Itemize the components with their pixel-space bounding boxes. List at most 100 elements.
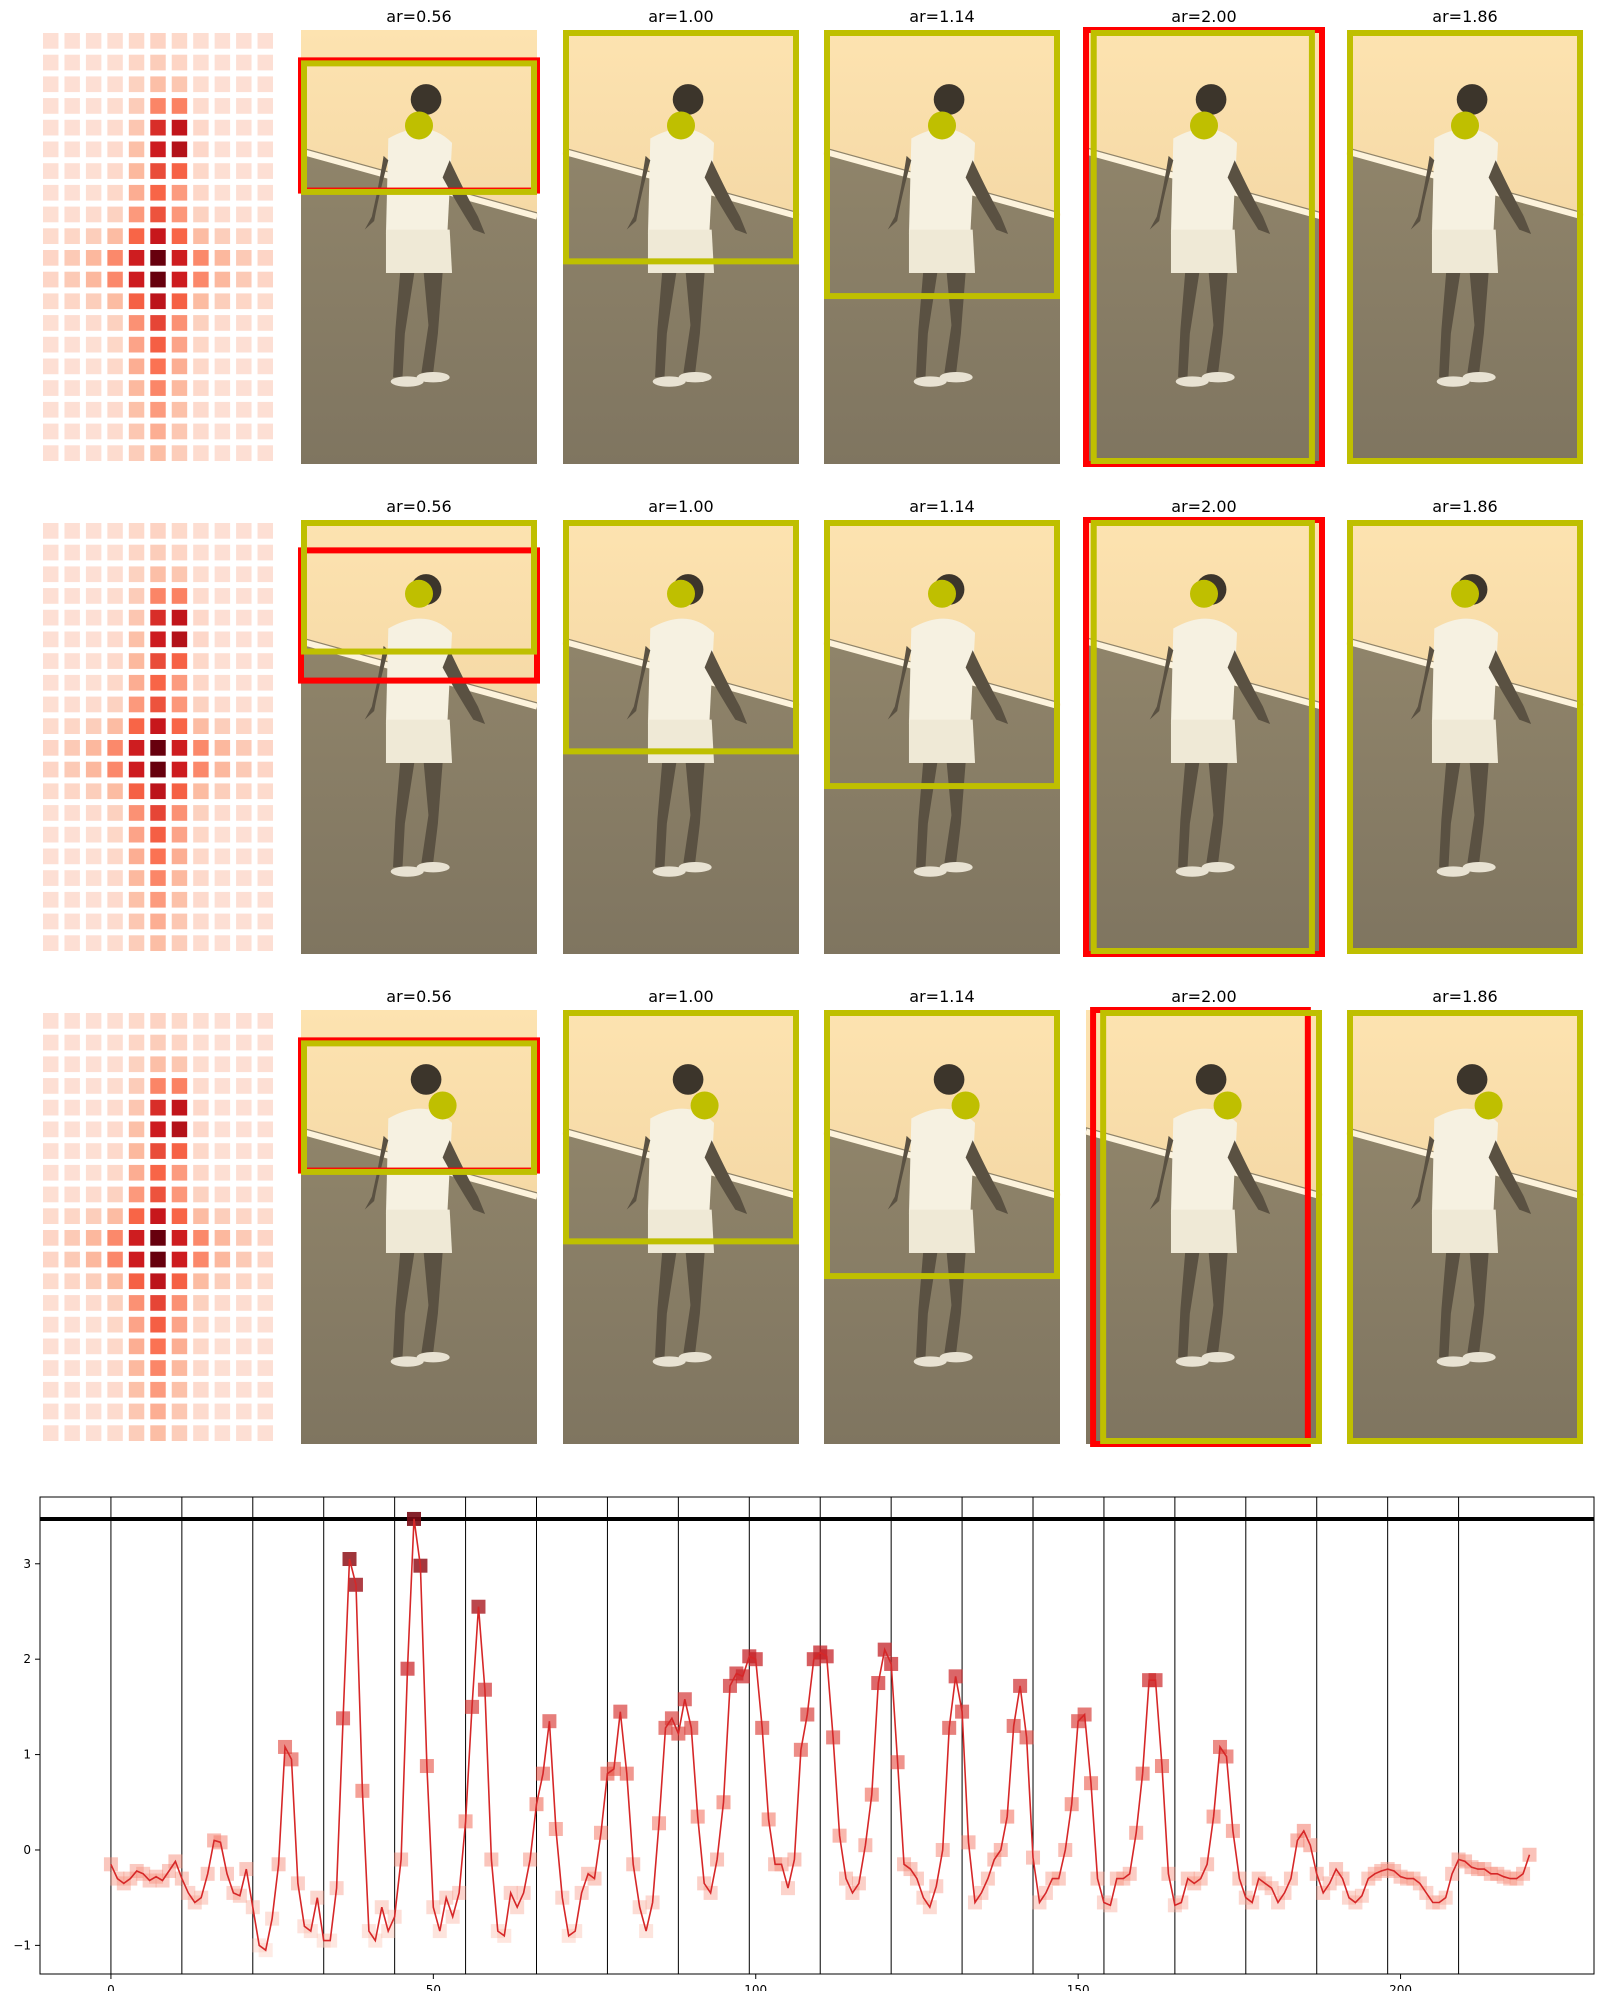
heatmap-cell [128,609,145,626]
heatmap-cell [43,33,59,49]
heatmap-cell [107,1164,123,1181]
heatmap-cell [150,805,166,821]
heatmap-cell [150,76,166,93]
heatmap-cell [257,1078,273,1094]
heatmap-cell [257,1338,273,1355]
heatmap-cell [171,631,188,648]
heatmap-cell [85,1316,102,1333]
heatmap-cell [107,1208,123,1224]
heatmap-cell [214,1403,231,1420]
heatmap-cell [128,380,145,396]
heatmap-cell [64,98,80,114]
heatmap-cell [85,401,102,418]
heatmap-cell [64,674,80,691]
heatmap-cell [193,1295,209,1311]
heatmap-cell [107,761,123,778]
heatmap-cell [193,1164,209,1181]
heatmap-cell [85,674,102,691]
focus-point [1213,1091,1242,1120]
heatmap-cell [128,826,145,843]
heatmap-cell [150,141,166,158]
heatmap-cell [64,228,80,244]
heatmap-cell [107,293,123,310]
heatmap-cell [193,1360,209,1376]
heatmap-cell [43,401,59,418]
heatmap-cell [193,935,209,951]
heatmap-cell [257,54,273,71]
heatmap-cell [85,119,102,136]
heatmap-cell [257,184,273,201]
heatmap-cell [85,1381,102,1398]
heatmap-cell [236,566,252,583]
heatmap-cell [85,848,102,865]
heatmap-cell [257,358,273,375]
heatmap-cell [85,293,102,310]
heatmap-cell [171,1425,188,1441]
heatmap-cell [171,674,188,691]
heatmap-cell [150,271,166,288]
heatmap-cell [214,1056,231,1073]
heatmap-cell [64,1164,80,1181]
crop-panel: ar=1.14 [823,987,1061,1444]
focus-point [667,579,695,608]
heatmap-cell [150,696,166,713]
heatmap-cell [193,358,209,375]
panel-title: ar=1.00 [648,987,713,1006]
x-tick-label: 200 [1389,1983,1412,1991]
heatmap-cell [214,674,231,691]
data-point [1522,1847,1537,1862]
heatmap-cell [64,740,80,756]
crop-box [563,1010,799,1245]
heatmap-cell [43,184,59,201]
heatmap-cell [236,315,252,331]
heatmap-cell [236,206,252,223]
heatmap-cell [171,1121,188,1138]
heatmap-cell [128,718,145,734]
panel-title: ar=1.14 [909,7,974,26]
heatmap-cell [171,891,188,908]
heatmap-cell [43,1208,59,1224]
heatmap-cell [43,761,59,778]
heatmap-cell [128,1186,145,1203]
heatmap-cell [85,271,102,288]
heatmap-cell [43,271,59,288]
heatmap-cell [257,1034,273,1051]
heatmap-cell [43,228,59,244]
heatmap-cell [236,1360,252,1376]
tennis-photo [823,1010,1061,1444]
heatmap-cell [236,1403,252,1420]
heatmap-cell [128,76,145,93]
heatmap-cell [128,206,145,223]
heatmap-cell [214,141,231,158]
heatmap-cell [85,54,102,71]
panel-title: ar=1.14 [909,987,974,1006]
heatmap-cell [257,163,273,179]
heatmap-cell [236,891,252,908]
y-tick-label: 3 [23,1557,31,1571]
heatmap-cell [257,913,273,930]
heatmap-cell [193,1099,209,1116]
heatmap-cell [257,271,273,288]
heatmap-cell [128,445,145,461]
heatmap-cell [193,184,209,201]
heatmap-cell [171,271,188,288]
panel-title: ar=2.00 [1171,7,1236,26]
heatmap-cell [193,1273,209,1290]
heatmap-cell [171,141,188,158]
heatmap-cell [236,33,252,49]
heatmap-cell [150,653,166,669]
heatmap-cell [64,76,80,93]
heatmap-cell [257,423,273,440]
heatmap-cell [107,76,123,93]
heatmap-cell [150,1099,166,1116]
heatmap-cell [214,609,231,626]
heatmap-cell [150,588,166,604]
heatmap-cell [150,1403,166,1420]
heatmap-cell [236,401,252,418]
heatmap-cell [107,935,123,951]
heatmap-cell [107,696,123,713]
heatmap-cell [64,1121,80,1138]
heatmap-cell [150,523,166,539]
heatmap-cell [128,1230,145,1246]
heatmap-cell [236,1295,252,1311]
